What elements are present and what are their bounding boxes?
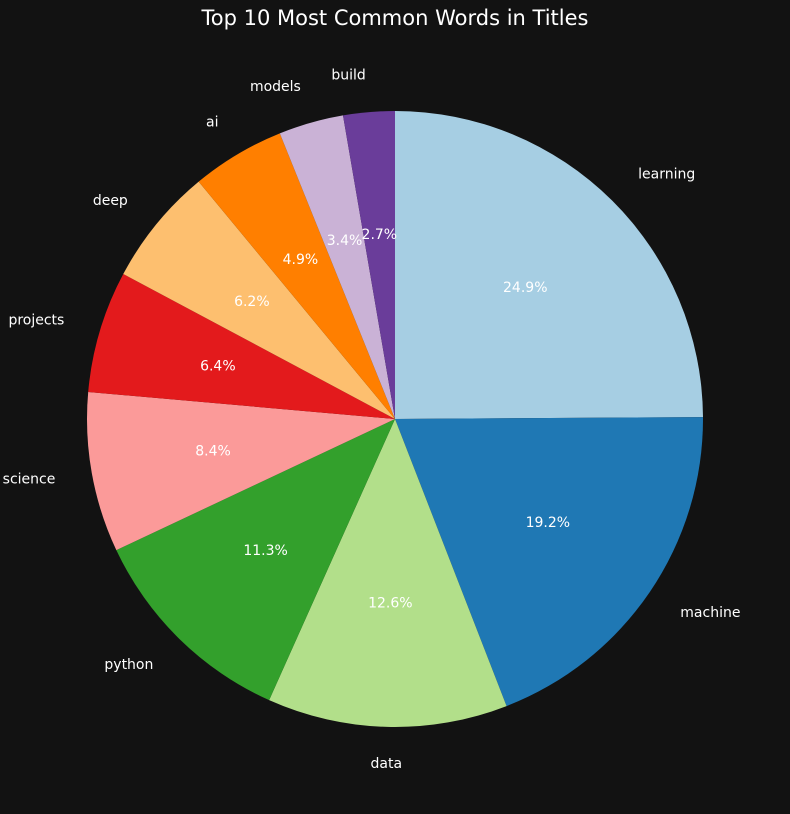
slice-label-data: data [371,756,403,772]
slice-pct-science: 8.4% [195,443,231,459]
pie-slice-machine [395,417,703,707]
slice-label-projects: projects [8,313,64,329]
slice-label-ai: ai [206,115,218,131]
slice-label-deep: deep [93,193,128,209]
slice-pct-deep: 6.2% [234,294,270,310]
pie-slice-science [87,391,395,551]
pie-slice-build [342,111,395,419]
slice-label-science: science [3,471,56,487]
slice-pct-machine: 19.2% [526,515,570,531]
pie-slice-ai [198,133,395,419]
pie-slice-learning [395,111,703,419]
slice-pct-projects: 6.4% [200,358,236,374]
pie-slice-data [269,419,507,728]
slice-pct-models: 3.4% [327,233,363,249]
slice-label-build: build [331,67,365,83]
pie-slices [87,111,703,728]
pie-slice-deep [123,181,395,419]
pie-slice-python [116,419,396,701]
slice-pct-ai: 4.9% [283,252,319,268]
slice-label-models: models [250,79,301,95]
slice-pct-python: 11.3% [243,543,287,559]
slice-pct-build: 2.7% [362,227,398,243]
pie-labels: learning 24.9% machine 19.2% data 12.6% python… [3,67,741,772]
pie-slice-projects [88,274,395,419]
slice-pct-learning: 24.9% [503,280,547,296]
slice-label-machine: machine [680,605,740,621]
pie-slice-models [279,115,395,420]
slice-label-python: python [104,657,153,673]
slice-pct-data: 12.6% [368,596,412,612]
slice-label-learning: learning [638,166,695,182]
chart-title: Top 10 Most Common Words in Titles [201,6,589,30]
